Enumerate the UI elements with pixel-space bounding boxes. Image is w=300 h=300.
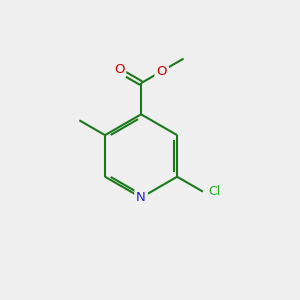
Text: O: O (114, 63, 124, 76)
Text: N: N (136, 191, 146, 204)
Text: O: O (156, 65, 167, 78)
Text: Cl: Cl (208, 185, 220, 198)
